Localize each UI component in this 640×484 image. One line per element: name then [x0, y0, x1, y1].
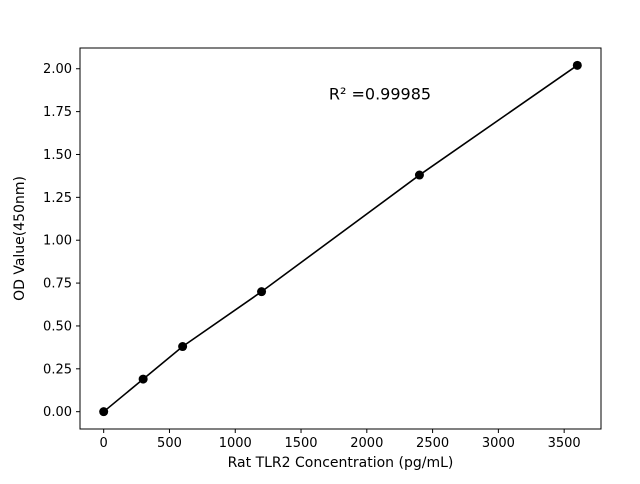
x-tick-label: 1000 [219, 436, 252, 451]
data-point [99, 407, 109, 417]
x-tick-label: 3000 [482, 436, 515, 451]
x-tick-label: 2000 [350, 436, 383, 451]
plot-frame [79, 47, 602, 430]
y-tick-label: 2.00 [43, 62, 72, 77]
y-tick-label: 1.25 [43, 191, 72, 206]
x-tick-label: 500 [157, 436, 182, 451]
y-tick-label: 1.00 [43, 234, 72, 249]
x-tick-label: 1500 [284, 436, 317, 451]
y-axis-label: OD Value(450nm) [12, 176, 28, 301]
y-tick-label: 0.25 [43, 362, 72, 377]
x-tick-label: 2500 [416, 436, 449, 451]
fit-line [103, 64, 578, 413]
data-point [572, 60, 582, 70]
y-tick-label: 0.75 [43, 277, 72, 292]
x-axis-label: Rat TLR2 Concentration (pg/mL) [228, 455, 454, 471]
data-point [178, 342, 188, 352]
y-tick-label: 0.50 [43, 319, 72, 334]
data-point [138, 374, 148, 384]
data-point [257, 287, 267, 297]
r-squared-annotation: R² =0.99985 [329, 85, 431, 104]
x-tick-label: 3500 [548, 436, 581, 451]
x-tick-label: 0 [100, 436, 108, 451]
y-tick-label: 1.50 [43, 148, 72, 163]
y-tick-label: 0.00 [43, 405, 72, 420]
y-tick-label: 1.75 [43, 105, 72, 120]
data-point [414, 170, 424, 180]
